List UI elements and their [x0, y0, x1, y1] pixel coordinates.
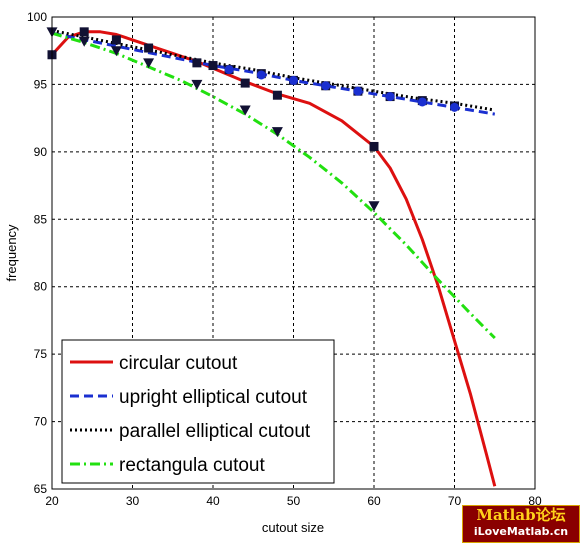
circle-marker — [224, 65, 234, 75]
x-tick-label: 40 — [206, 494, 220, 508]
watermark-logo: Matlab论坛 iLoveMatlab.cn — [462, 505, 580, 543]
square-marker — [111, 35, 121, 45]
triangle-marker — [78, 36, 90, 47]
legend-label-2: parallel elliptical cutout — [119, 421, 311, 442]
x-axis-label: cutout size — [262, 520, 324, 535]
y-tick-label: 75 — [34, 347, 48, 361]
circle-marker — [321, 81, 331, 91]
y-tick-label: 65 — [34, 482, 48, 496]
legend-box — [61, 339, 335, 484]
y-axis-label: frequency — [4, 224, 19, 282]
square-marker — [369, 141, 379, 151]
plot-frame — [51, 16, 536, 490]
circle-marker — [450, 102, 459, 112]
triangle-marker — [110, 46, 122, 57]
x-tick-label: 50 — [287, 494, 301, 508]
y-tick-label: 70 — [34, 415, 48, 429]
y-tick-label: 100 — [27, 10, 47, 24]
x-tick-label: 60 — [367, 494, 381, 508]
square-marker — [208, 61, 218, 71]
triangle-marker — [239, 105, 251, 116]
triangle-marker — [368, 201, 380, 212]
triangle-marker — [271, 127, 283, 138]
circle-marker — [256, 70, 266, 80]
watermark-title: Matlab论坛 — [476, 506, 566, 524]
y-tick-label: 90 — [34, 145, 48, 159]
tick-labels: 20 30 40 50 60 70 80 65 70 75 80 85 90 95 100 — [27, 10, 542, 508]
marker-layer — [46, 27, 459, 212]
circle-marker — [385, 92, 395, 102]
square-marker — [272, 90, 282, 100]
legend: circular cutout upright elliptical cutout… — [61, 339, 335, 484]
x-tick-label: 30 — [126, 494, 140, 508]
triangle-marker — [191, 79, 203, 90]
square-marker — [240, 78, 250, 88]
legend-label-3: rectangula cutout — [119, 455, 265, 476]
triangle-marker — [143, 58, 155, 69]
square-marker — [79, 27, 89, 37]
circle-marker — [289, 75, 298, 85]
square-marker — [192, 58, 202, 68]
series-line-1 — [51, 31, 496, 116]
square-marker — [144, 43, 154, 53]
y-tick-label: 95 — [34, 77, 48, 91]
grid-lines — [52, 17, 535, 489]
legend-label-1: upright elliptical cutout — [119, 387, 308, 408]
circle-marker — [353, 86, 363, 96]
circle-marker — [417, 97, 427, 107]
legend-label-0: circular cutout — [119, 353, 238, 374]
x-tick-label: 70 — [448, 494, 462, 508]
watermark-url: iLoveMatlab.cn — [473, 525, 569, 538]
y-tick-label: 85 — [34, 212, 48, 226]
x-tick-label: 80 — [528, 494, 542, 508]
y-tick-label: 80 — [34, 280, 48, 294]
x-tick-label: 20 — [45, 494, 59, 508]
